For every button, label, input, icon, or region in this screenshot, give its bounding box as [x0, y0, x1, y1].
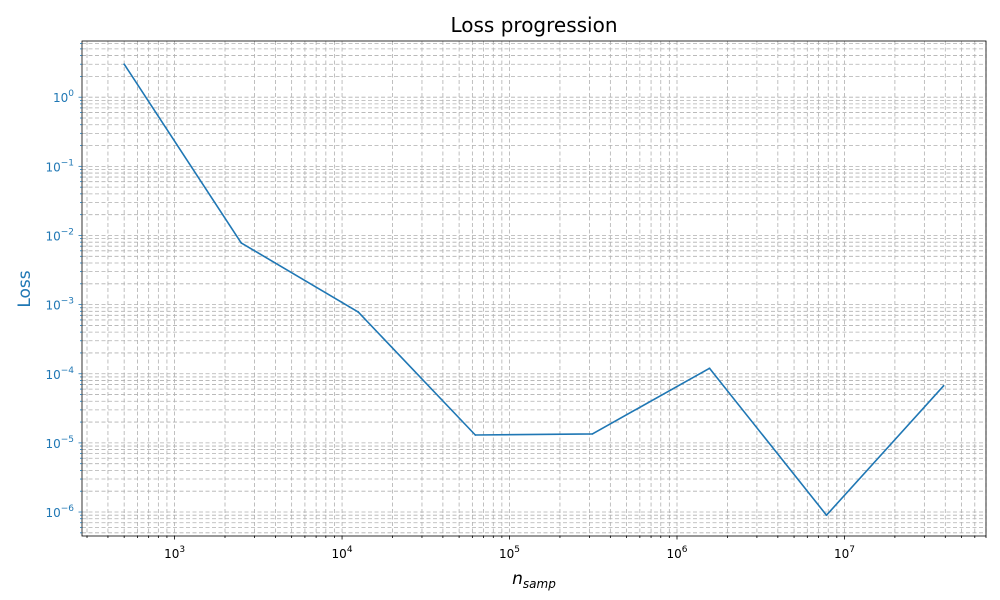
loss-data-point	[240, 242, 243, 244]
x-axis-label: nsamp	[512, 569, 556, 591]
grid	[82, 41, 987, 536]
loss-data-point	[825, 514, 828, 517]
x-tick-label-exponent: 5	[514, 545, 520, 555]
x-tick-label: 105	[499, 545, 520, 561]
chart-title: Loss progression	[450, 13, 617, 37]
x-axis-ticks: 103 104 105 106 107	[86, 536, 987, 561]
y-tick-label-exponent: −6	[61, 504, 75, 514]
y-tick-label-exponent: −2	[61, 227, 74, 237]
x-tick-label-exponent: 7	[849, 545, 855, 555]
plot-frame	[81, 40, 987, 537]
y-tick-label-base: 10	[45, 229, 60, 243]
y-tick-label-base: 10	[45, 506, 60, 520]
x-tick-label-base: 10	[499, 547, 514, 561]
x-tick-label: 104	[332, 545, 353, 561]
y-tick-label-exponent: −1	[61, 158, 74, 168]
loss-data-point	[942, 384, 945, 387]
series-layer	[123, 63, 945, 517]
y-tick-label: 10−4	[45, 366, 74, 382]
y-tick-label-base: 10	[45, 368, 60, 382]
y-tick-label: 10−5	[45, 435, 74, 451]
y-tick-label-base: 10	[45, 160, 60, 174]
y-tick-label-exponent: −3	[61, 297, 74, 307]
y-tick-label: 100	[53, 89, 74, 105]
x-axis-label-subscript: samp	[523, 577, 556, 591]
y-tick-label: 10−1	[45, 158, 74, 174]
y-tick-label: 10−2	[45, 227, 74, 243]
x-axis-label-main: n	[512, 569, 523, 589]
loss-data-point	[123, 63, 126, 66]
y-axis-label: Loss	[15, 270, 35, 307]
y-tick-label: 10−3	[45, 297, 74, 313]
loss-data-point	[591, 432, 594, 435]
x-tick-label-exponent: 3	[179, 545, 185, 555]
loss-series-line	[123, 63, 945, 517]
x-tick-label-base: 10	[834, 547, 849, 561]
x-tick-label-base: 10	[666, 547, 681, 561]
y-tick-label: 10−6	[45, 504, 74, 520]
y-tick-label-exponent: 0	[68, 89, 74, 99]
x-tick-label-base: 10	[164, 547, 179, 561]
loss-data-point	[708, 367, 711, 370]
y-tick-label-exponent: −5	[61, 435, 74, 445]
loss-data-point	[357, 311, 360, 313]
x-tick-label: 103	[164, 545, 185, 561]
x-tick-label-exponent: 6	[682, 545, 688, 555]
x-tick-label-exponent: 4	[347, 545, 353, 555]
loss-data-point	[474, 434, 477, 436]
y-tick-label-base: 10	[45, 299, 60, 313]
x-tick-label: 107	[834, 545, 855, 561]
y-tick-label-base: 10	[45, 437, 60, 451]
x-tick-label: 106	[666, 545, 687, 561]
y-tick-label-exponent: −4	[61, 366, 75, 376]
x-tick-label-base: 10	[332, 547, 347, 561]
y-tick-label-base: 10	[53, 91, 68, 105]
